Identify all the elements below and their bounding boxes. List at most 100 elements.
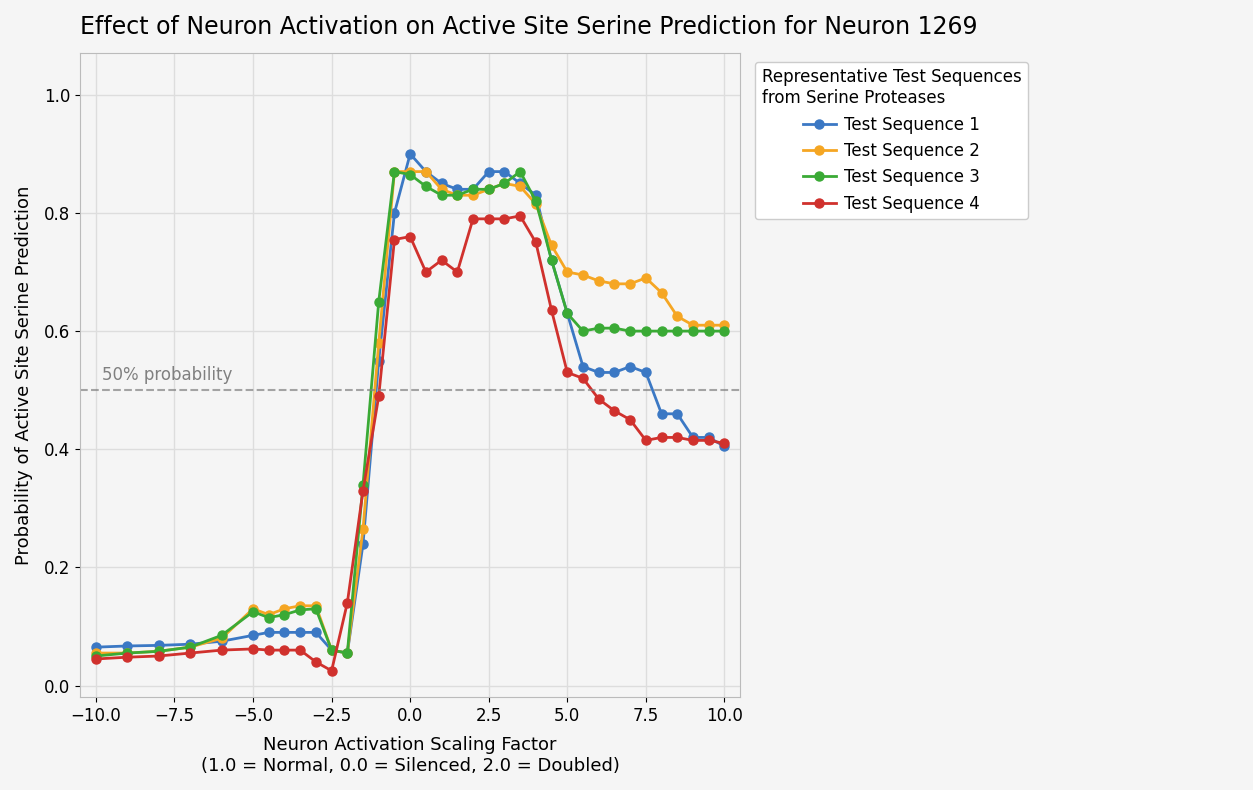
- Line: Test Sequence 4: Test Sequence 4: [91, 212, 729, 675]
- Test Sequence 2: [340, 649, 355, 658]
- Test Sequence 3: [89, 651, 104, 660]
- Test Sequence 2: [702, 321, 717, 330]
- Test Sequence 4: [481, 214, 496, 224]
- Test Sequence 1: [717, 442, 732, 451]
- Test Sequence 4: [623, 415, 638, 424]
- Test Sequence 2: [371, 338, 386, 348]
- Test Sequence 3: [356, 480, 371, 490]
- Test Sequence 4: [702, 435, 717, 445]
- Test Sequence 1: [529, 190, 544, 200]
- Test Sequence 4: [529, 238, 544, 247]
- Test Sequence 4: [434, 255, 449, 265]
- Test Sequence 2: [670, 311, 685, 321]
- Line: Test Sequence 2: Test Sequence 2: [91, 167, 729, 657]
- Test Sequence 4: [325, 666, 340, 675]
- Test Sequence 2: [402, 167, 417, 176]
- X-axis label: Neuron Activation Scaling Factor
(1.0 = Normal, 0.0 = Silenced, 2.0 = Doubled): Neuron Activation Scaling Factor (1.0 = …: [200, 736, 619, 775]
- Test Sequence 3: [623, 326, 638, 336]
- Test Sequence 1: [89, 642, 104, 652]
- Test Sequence 1: [544, 255, 559, 265]
- Test Sequence 1: [277, 627, 292, 637]
- Line: Test Sequence 1: Test Sequence 1: [91, 149, 729, 657]
- Test Sequence 2: [512, 182, 528, 191]
- Test Sequence 4: [152, 651, 167, 660]
- Test Sequence 1: [560, 309, 575, 318]
- Test Sequence 1: [466, 185, 481, 194]
- Test Sequence 3: [481, 185, 496, 194]
- Test Sequence 2: [606, 279, 621, 288]
- Test Sequence 2: [89, 649, 104, 658]
- Test Sequence 1: [371, 356, 386, 366]
- Legend: Test Sequence 1, Test Sequence 2, Test Sequence 3, Test Sequence 4: Test Sequence 1, Test Sequence 2, Test S…: [756, 62, 1029, 220]
- Test Sequence 4: [512, 211, 528, 220]
- Test Sequence 1: [183, 639, 198, 649]
- Test Sequence 2: [466, 190, 481, 200]
- Test Sequence 2: [544, 241, 559, 250]
- Test Sequence 4: [371, 391, 386, 401]
- Test Sequence 2: [308, 601, 323, 611]
- Test Sequence 3: [419, 182, 434, 191]
- Test Sequence 4: [575, 374, 590, 383]
- Test Sequence 1: [670, 409, 685, 419]
- Test Sequence 1: [120, 641, 135, 651]
- Test Sequence 4: [293, 645, 308, 655]
- Test Sequence 2: [214, 634, 229, 643]
- Test Sequence 4: [466, 214, 481, 224]
- Test Sequence 4: [450, 267, 465, 276]
- Test Sequence 3: [638, 326, 653, 336]
- Line: Test Sequence 3: Test Sequence 3: [91, 167, 729, 660]
- Test Sequence 3: [183, 642, 198, 652]
- Test Sequence 2: [246, 604, 261, 614]
- Test Sequence 2: [152, 646, 167, 656]
- Test Sequence 1: [606, 367, 621, 377]
- Test Sequence 3: [308, 604, 323, 614]
- Test Sequence 1: [702, 433, 717, 442]
- Test Sequence 2: [685, 321, 700, 330]
- Test Sequence 1: [450, 185, 465, 194]
- Test Sequence 4: [606, 406, 621, 416]
- Test Sequence 4: [591, 394, 606, 404]
- Test Sequence 3: [261, 613, 276, 623]
- Test Sequence 4: [356, 486, 371, 495]
- Test Sequence 4: [402, 231, 417, 241]
- Test Sequence 4: [685, 435, 700, 445]
- Test Sequence 4: [560, 367, 575, 377]
- Test Sequence 1: [293, 627, 308, 637]
- Test Sequence 1: [434, 179, 449, 188]
- Test Sequence 3: [654, 326, 669, 336]
- Test Sequence 4: [670, 433, 685, 442]
- Test Sequence 3: [340, 649, 355, 658]
- Test Sequence 2: [419, 167, 434, 176]
- Test Sequence 1: [419, 167, 434, 176]
- Test Sequence 2: [183, 642, 198, 652]
- Test Sequence 3: [529, 197, 544, 206]
- Test Sequence 2: [654, 288, 669, 298]
- Test Sequence 1: [654, 409, 669, 419]
- Test Sequence 4: [120, 653, 135, 662]
- Test Sequence 3: [512, 167, 528, 176]
- Test Sequence 1: [497, 167, 512, 176]
- Test Sequence 2: [591, 276, 606, 286]
- Test Sequence 4: [638, 435, 653, 445]
- Test Sequence 2: [120, 649, 135, 658]
- Test Sequence 1: [481, 167, 496, 176]
- Test Sequence 4: [183, 649, 198, 658]
- Test Sequence 1: [591, 367, 606, 377]
- Test Sequence 2: [450, 190, 465, 200]
- Test Sequence 3: [575, 326, 590, 336]
- Test Sequence 1: [512, 179, 528, 188]
- Test Sequence 3: [702, 326, 717, 336]
- Test Sequence 3: [606, 323, 621, 333]
- Test Sequence 4: [419, 267, 434, 276]
- Test Sequence 2: [261, 610, 276, 619]
- Test Sequence 2: [325, 645, 340, 655]
- Test Sequence 4: [261, 645, 276, 655]
- Test Sequence 3: [450, 190, 465, 200]
- Test Sequence 4: [277, 645, 292, 655]
- Test Sequence 2: [497, 179, 512, 188]
- Y-axis label: Probability of Active Site Serine Prediction: Probability of Active Site Serine Predic…: [15, 186, 33, 565]
- Test Sequence 3: [214, 630, 229, 640]
- Test Sequence 1: [387, 209, 402, 218]
- Test Sequence 1: [638, 367, 653, 377]
- Test Sequence 1: [623, 362, 638, 371]
